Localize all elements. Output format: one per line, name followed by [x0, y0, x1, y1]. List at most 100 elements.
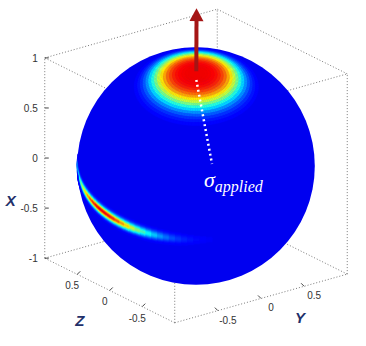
sphere-patch [199, 73, 202, 74]
tick-label: 0 [32, 153, 38, 164]
sphere-patch [202, 75, 205, 76]
sphere-patch [199, 74, 202, 75]
tick-mark [45, 158, 49, 159]
sphere-patch [196, 72, 199, 73]
sphere-patch [198, 81, 199, 83]
sphere-patch [215, 75, 218, 76]
sphere-patch [199, 74, 202, 75]
sphere-patch [199, 74, 202, 75]
sphere-patch [191, 71, 194, 72]
sphere-patch [193, 79, 194, 81]
sphere-patch [206, 73, 209, 75]
sphere-patch [199, 73, 202, 75]
tick-label: -0.5 [21, 203, 39, 214]
sphere-patch [208, 76, 211, 77]
sphere-patch [193, 75, 195, 77]
sphere-patch [218, 74, 221, 75]
sphere-patch [202, 72, 205, 73]
sphere-patch [224, 75, 227, 77]
sphere-patch [166, 74, 169, 75]
sphere-patch [215, 74, 218, 75]
sphere-patch [220, 78, 223, 80]
sphere-patch [199, 74, 202, 75]
sphere-patch [194, 73, 196, 75]
sphere-patch [188, 75, 191, 76]
sphere-patch [194, 72, 197, 73]
sphere-patch [190, 73, 193, 74]
sphere-patch [191, 71, 194, 72]
sphere-patch [196, 73, 199, 74]
sphere-patch [227, 76, 230, 78]
sphere-patch [166, 76, 169, 78]
sphere-patch [206, 72, 209, 73]
sphere-patch [191, 71, 194, 72]
sphere-patch [195, 73, 196, 75]
sphere-patch [221, 76, 224, 77]
tick-label: 0 [268, 302, 274, 313]
axis-label: Z [74, 312, 85, 329]
sphere-patch [191, 74, 194, 75]
box-edge [347, 74, 348, 274]
sphere-patch [194, 73, 196, 75]
sphere-patch [218, 76, 221, 77]
sphere-patch [172, 73, 175, 74]
sphere-patch [206, 73, 209, 75]
tick-label: -1 [29, 253, 38, 264]
sphere-patch [209, 73, 212, 75]
sphere-patch [196, 77, 198, 79]
sphere-patch [187, 73, 190, 75]
sphere-patch [206, 72, 209, 73]
sphere-patch [195, 73, 197, 75]
sphere-patch [195, 75, 196, 77]
sphere-patch [205, 76, 208, 77]
sphere-patch [199, 83, 201, 85]
sphere-patch [195, 103, 197, 106]
tick-label: -0.5 [219, 315, 237, 326]
sphere-patch [181, 72, 184, 74]
sphere-patch [217, 77, 220, 79]
sphere-patch [224, 77, 227, 79]
sphere-patch [199, 71, 202, 72]
sphere-patch [187, 72, 190, 73]
sphere-patch [184, 73, 187, 75]
sphere [77, 47, 315, 285]
sphere-patch [194, 73, 196, 74]
sphere-patch [224, 74, 227, 75]
sphere-patch [196, 73, 199, 74]
sphere-patch [187, 73, 190, 75]
sphere-patch [199, 72, 202, 73]
tick-label: -0.5 [129, 313, 147, 324]
sphere-patch [194, 72, 197, 73]
sphere-patch [194, 86, 195, 88]
sphere-patch [212, 75, 215, 76]
sphere-patch [191, 74, 194, 75]
tick-mark [142, 304, 145, 307]
sphere-patch [202, 73, 205, 75]
sphere-patch [196, 77, 197, 79]
tick-mark [258, 295, 261, 298]
sphere-patch [218, 73, 221, 74]
sphere-patch [196, 72, 198, 73]
sphere-patch [178, 72, 181, 74]
sphere-patch [202, 75, 205, 76]
sphere-patch [172, 77, 175, 79]
sphere-patch [181, 75, 184, 76]
sphere-patch [209, 72, 212, 74]
sphere-patch [181, 75, 184, 76]
sphere-patch [196, 72, 198, 73]
sphere-patch [208, 76, 211, 77]
sphere-patch [221, 75, 224, 76]
tick-label: 0.5 [65, 280, 79, 291]
sphere-patch [195, 106, 197, 109]
sphere-patch [206, 73, 209, 75]
sphere-patch [202, 73, 205, 75]
sphere-patch [190, 73, 193, 74]
sphere-patch [194, 72, 196, 73]
sphere-patch [196, 72, 199, 73]
sphere-patch [195, 75, 196, 77]
sphere-patch [169, 74, 172, 75]
sphere-patch [194, 73, 197, 74]
sphere-patch [169, 76, 172, 78]
sphere-patch [194, 75, 195, 77]
sphere-patch [199, 71, 202, 72]
